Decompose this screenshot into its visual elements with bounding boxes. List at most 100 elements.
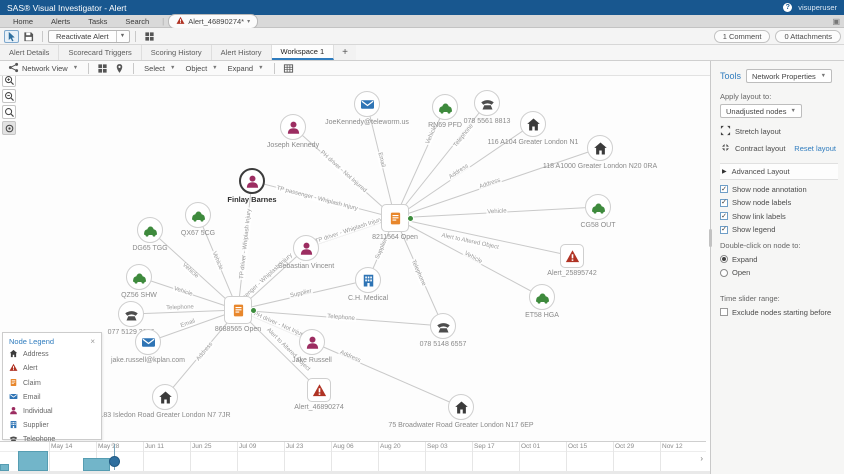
link-label: Address — [447, 162, 471, 182]
add-tab-button[interactable]: + — [334, 45, 356, 60]
claim-icon — [388, 211, 403, 226]
address-icon — [9, 349, 18, 360]
node-et58-hga[interactable] — [529, 284, 555, 310]
reactivate-alert-button[interactable]: Reactivate Alert ▼ — [48, 29, 130, 43]
node-alert-25895742[interactable] — [560, 244, 584, 268]
close-icon[interactable]: × — [90, 337, 95, 346]
node-rn69-pfd[interactable] — [432, 94, 458, 120]
tab-alert-details[interactable]: Alert Details — [0, 45, 60, 60]
node-078-5561-8813[interactable] — [474, 90, 500, 116]
tab-workspace-1[interactable]: Workspace 1 — [271, 45, 335, 60]
pan-button[interactable] — [2, 121, 16, 135]
reset-layout-link[interactable]: Reset layout — [794, 144, 836, 153]
zoom-out-button[interactable] — [2, 89, 16, 103]
tab-alert-history[interactable]: Alert History — [211, 45, 272, 60]
node-finlay-barnes[interactable] — [239, 168, 265, 194]
checkbox-show-legend[interactable]: ✓ Show legend — [720, 225, 776, 234]
save-button[interactable] — [21, 30, 36, 43]
attachments-button[interactable]: 0 Attachments — [775, 29, 841, 43]
contract-layout-label[interactable]: Contract layout — [735, 144, 786, 153]
double-click-label: Double-click on node to: — [720, 241, 801, 250]
node-label: Jake Russell — [292, 357, 332, 364]
help-icon[interactable]: ? — [783, 3, 793, 12]
timeline[interactable]: › May 14 May 28 Jun 11 Jun 25 Jul 09 Jul 23 Au… — [0, 441, 706, 471]
grid-layout-button[interactable] — [95, 62, 110, 75]
menu-expand[interactable]: Expand ▼ — [227, 63, 264, 73]
radio-open[interactable]: Open — [720, 268, 836, 277]
node-75-broadwater-road-greater-london-n17-6ep[interactable] — [448, 394, 474, 420]
menu-item-tasks[interactable]: Tasks — [88, 16, 108, 26]
panel-view-select[interactable]: Network Properties ▼ — [746, 69, 833, 83]
advanced-layout-toggle[interactable]: ▶ Advanced Layout — [720, 163, 838, 180]
apply-layout-select[interactable]: Unadjusted nodes ▼ — [720, 104, 802, 118]
individual-icon — [286, 120, 301, 135]
chevron-down-icon[interactable]: ▼ — [115, 30, 129, 42]
link-label: Vehicle — [179, 261, 201, 281]
node-078-5148-6557[interactable] — [430, 313, 456, 339]
view-selector[interactable]: Network View ▼ — [3, 62, 83, 75]
menu-item-search[interactable]: Search — [125, 16, 150, 26]
timeline-gridline — [425, 442, 426, 471]
node-qx67-5cg[interactable] — [185, 202, 211, 228]
tab-scorecard-triggers[interactable]: Scorecard Triggers — [59, 45, 142, 60]
app-title: SAS® Visual Investigator - Alert — [7, 2, 127, 13]
checkbox-show-node-annotation[interactable]: ✓ Show node annotation — [720, 184, 807, 194]
contract-layout-row: Contract layout Reset layout — [720, 142, 836, 155]
chevron-down-icon: ▼ — [72, 65, 79, 71]
network-toolbar: Network View ▼ Select ▼ Object ▼ Expand ▼ — [0, 61, 710, 76]
node-alert-46890274[interactable] — [307, 378, 331, 402]
node-cg58-out[interactable] — [585, 194, 611, 220]
claim-icon — [9, 378, 18, 389]
node-label: 118 A1000 Greater London N20 0RA — [542, 163, 658, 170]
node-8688565-open[interactable] — [224, 296, 252, 324]
checkbox-icon: ✓ — [720, 198, 728, 207]
node-joseph-kennedy[interactable] — [280, 114, 306, 140]
table-view-button[interactable] — [281, 62, 296, 75]
timeline-slider-handle[interactable] — [108, 456, 120, 467]
checkbox-show-link-labels[interactable]: ✓ Show link labels — [720, 211, 786, 221]
node-118-a1000-greater-london-n20-0ra[interactable] — [587, 135, 613, 161]
network-canvas[interactable]: Node Legend × Address Alert Claim Email Indi… — [0, 61, 710, 441]
grid-view-button[interactable] — [142, 30, 157, 43]
alert-tab-chip[interactable]: Alert_46890274* ▾ — [168, 13, 259, 29]
legend-item-address: Address — [9, 349, 95, 360]
node-joekennedy-teleworm-us[interactable] — [354, 91, 380, 117]
select-cursor-button[interactable] — [4, 29, 19, 43]
stretch-layout-button[interactable]: Stretch layout — [720, 125, 836, 138]
timeline-tick-label: Jul 23 — [286, 443, 304, 450]
node-077-5129-3696[interactable] — [118, 301, 144, 327]
node-8211564-open[interactable] — [381, 204, 409, 232]
checkbox-show-node-labels[interactable]: ✓ Show node labels — [720, 198, 792, 207]
address-icon — [158, 390, 173, 405]
timeline-tick-label: Aug 06 — [333, 443, 354, 450]
checkbox-exclude-nodes[interactable]: Exclude nodes starting before — [720, 308, 836, 317]
zoom-in-button[interactable] — [2, 73, 16, 87]
node-dg65-tgg[interactable] — [137, 217, 163, 243]
radio-expand[interactable]: Expand — [720, 255, 836, 264]
tab-scoring-history[interactable]: Scoring History — [141, 45, 212, 60]
link-label: Email — [375, 150, 387, 170]
zoom-fit-button[interactable] — [2, 105, 16, 119]
timeline-slider-pin[interactable]: ⌂ — [111, 442, 115, 448]
timeline-gridline — [472, 442, 473, 471]
node-116-a104-greater-london-n1[interactable] — [520, 111, 546, 137]
panel-resize-handle[interactable] — [709, 229, 712, 247]
timeline-tick-label: Jun 11 — [145, 443, 165, 450]
link-label: Telephone — [165, 304, 195, 312]
timeline-scroll-arrow[interactable]: › — [700, 454, 703, 463]
node-183-isledon-road-greater-london-n7-7jr[interactable] — [152, 384, 178, 410]
user-name[interactable]: visuperuser — [798, 3, 837, 12]
pin-layout-button[interactable] — [112, 62, 127, 75]
individual-icon — [299, 241, 314, 256]
timeline-tick-label: Jun 25 — [192, 443, 212, 450]
comments-button[interactable]: 1 Comment — [713, 29, 771, 43]
menu-item-alerts[interactable]: Alerts — [51, 16, 71, 26]
menu-object[interactable]: Object ▼ — [185, 63, 218, 73]
menu-item-home[interactable]: Home — [13, 16, 34, 26]
alert-chip-label: Alert_46890274* — [188, 16, 245, 26]
address-icon — [593, 141, 608, 156]
node-qz56-shw[interactable] — [126, 264, 152, 290]
timeline-gridline — [237, 442, 238, 471]
panel-toggle-icon[interactable]: ▣ — [832, 16, 840, 26]
menu-select[interactable]: Select ▼ — [144, 63, 176, 73]
